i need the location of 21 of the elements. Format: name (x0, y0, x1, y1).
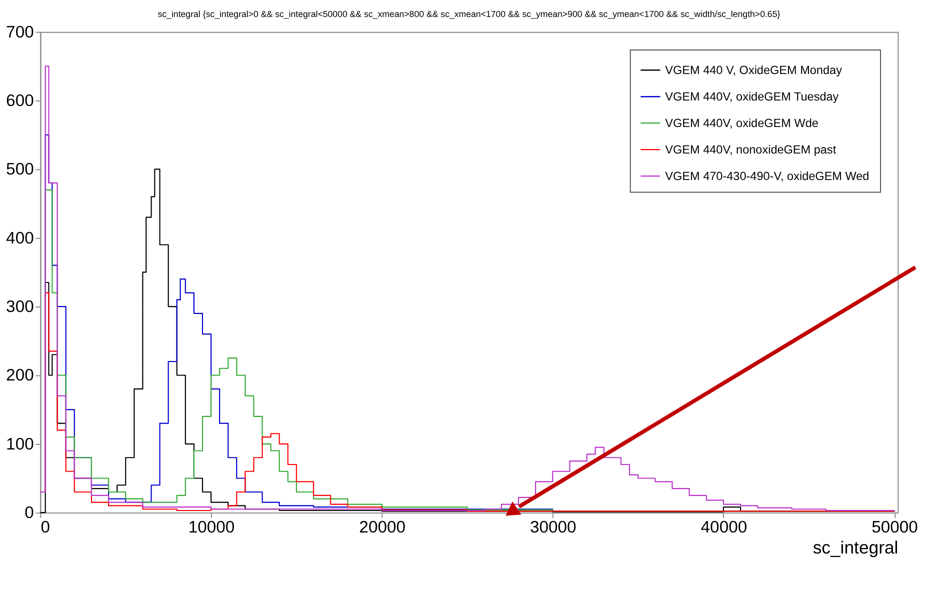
y-tick-label: 600 (6, 90, 34, 110)
y-tick-label: 300 (6, 296, 34, 316)
legend-label: VGEM 440V, nonoxideGEM past (665, 144, 837, 157)
legend-label: VGEM 440V, oxideGEM Wde (665, 117, 819, 130)
y-tick-label: 500 (6, 160, 34, 179)
x-tick-label: 0 (40, 518, 50, 537)
y-tick-label: 700 (6, 22, 34, 42)
x-tick-label: 30000 (530, 518, 576, 537)
x-tick-label: 20000 (359, 518, 406, 537)
y-tick-label: 100 (6, 434, 34, 454)
x-tick-label: 10000 (188, 518, 235, 537)
y-tick-label: 400 (6, 228, 34, 248)
x-tick-label: 50000 (872, 518, 918, 537)
y-tick-label: 200 (6, 366, 34, 385)
x-axis-title: sc_integral (812, 537, 898, 558)
chart-title: sc_integral {sc_integral>0 && sc_integral<50000 && sc_xmean>800 && sc_xmean<1700 && sc_ymean>900 && sc_ymean<1700 && sc_width/sc_length>0.65} (158, 9, 780, 20)
legend-label: VGEM 470-430-490-V, oxideGEM Wed (665, 170, 870, 183)
legend-label: VGEM 440V, oxideGEM Tuesday (665, 90, 839, 104)
legend-label: VGEM 440 V, OxideGEM Monday (665, 64, 842, 78)
y-tick-label: 0 (24, 502, 34, 522)
x-tick-label: 40000 (700, 518, 748, 537)
